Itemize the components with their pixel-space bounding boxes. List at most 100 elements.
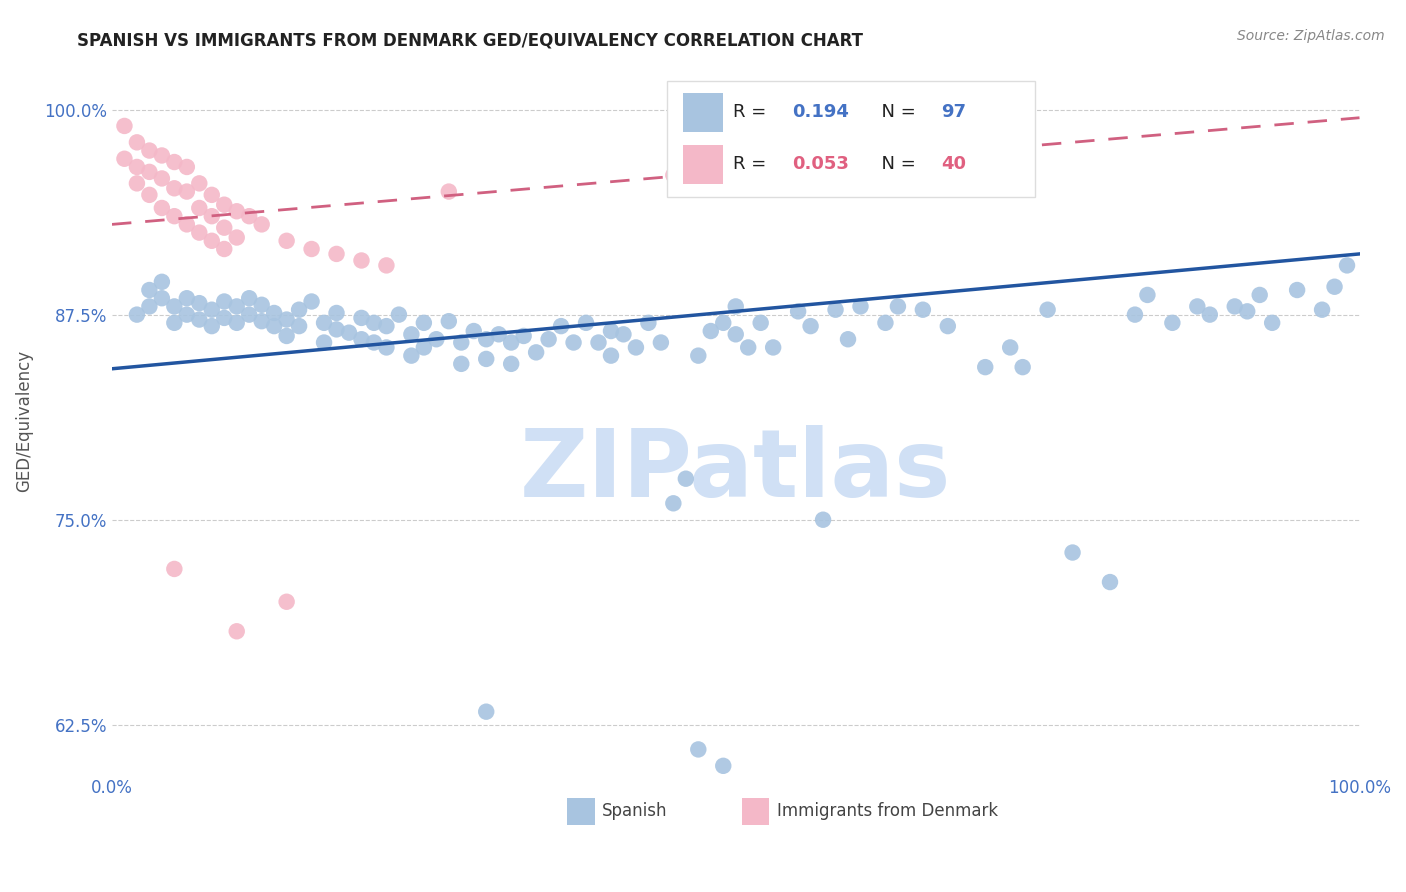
Point [138, 165, 160, 179]
Point [1249, 288, 1271, 302]
Point [288, 302, 311, 317]
Point [350, 332, 373, 346]
Point [238, 209, 260, 223]
Point [787, 304, 810, 318]
Point [201, 319, 224, 334]
Y-axis label: GED/Equivalency: GED/Equivalency [15, 351, 32, 492]
Point [114, 119, 136, 133]
Text: N =: N = [870, 155, 922, 173]
Point [276, 234, 298, 248]
Point [188, 226, 211, 240]
Point [176, 291, 198, 305]
Point [475, 332, 498, 346]
Point [238, 291, 260, 305]
Point [225, 204, 247, 219]
Text: N =: N = [870, 103, 922, 121]
Point [212, 197, 235, 211]
Point [824, 302, 846, 317]
Point [225, 300, 247, 314]
Point [1036, 302, 1059, 317]
Point [337, 326, 360, 340]
Point [475, 705, 498, 719]
Point [675, 472, 697, 486]
Point [163, 209, 186, 223]
Point [138, 144, 160, 158]
Point [1223, 300, 1246, 314]
Point [1323, 279, 1346, 293]
Point [301, 294, 323, 309]
Bar [567, 798, 595, 825]
Point [1062, 545, 1084, 559]
Point [600, 349, 623, 363]
Point [312, 316, 335, 330]
Point [737, 341, 759, 355]
Point [475, 351, 498, 366]
Point [388, 308, 411, 322]
Point [537, 332, 560, 346]
FancyBboxPatch shape [666, 80, 1035, 197]
Point [412, 316, 434, 330]
Point [612, 327, 634, 342]
Point [225, 624, 247, 639]
Point [325, 322, 347, 336]
Point [375, 259, 398, 273]
Point [624, 341, 647, 355]
Point [276, 312, 298, 326]
Point [936, 319, 959, 334]
Point [749, 316, 772, 330]
Point [176, 185, 198, 199]
Point [1286, 283, 1309, 297]
Point [250, 218, 273, 232]
Point [263, 319, 285, 334]
Point [188, 296, 211, 310]
Point [150, 291, 173, 305]
Point [437, 314, 460, 328]
Point [837, 332, 859, 346]
Point [662, 168, 685, 182]
Point [575, 316, 598, 330]
Point [163, 155, 186, 169]
Point [662, 496, 685, 510]
Point [350, 253, 373, 268]
Point [437, 185, 460, 199]
Point [1011, 360, 1033, 375]
Text: 0.053: 0.053 [792, 155, 849, 173]
Point [276, 329, 298, 343]
Point [212, 294, 235, 309]
Point [188, 177, 211, 191]
Point [401, 327, 423, 342]
Point [325, 306, 347, 320]
Point [363, 316, 385, 330]
Point [1161, 316, 1184, 330]
Point [711, 759, 734, 773]
Point [762, 341, 785, 355]
Point [800, 319, 823, 334]
Point [288, 319, 311, 334]
Point [512, 329, 534, 343]
Point [125, 177, 148, 191]
Point [1098, 575, 1121, 590]
Point [125, 136, 148, 150]
Point [375, 341, 398, 355]
Point [811, 513, 834, 527]
Point [501, 357, 523, 371]
Point [201, 209, 224, 223]
Point [163, 181, 186, 195]
Point [325, 247, 347, 261]
Point [163, 300, 186, 314]
Point [188, 201, 211, 215]
Text: Spanish: Spanish [602, 803, 668, 821]
Point [488, 327, 510, 342]
Point [700, 324, 723, 338]
Point [1123, 308, 1146, 322]
Point [125, 160, 148, 174]
Point [201, 234, 224, 248]
Point [176, 308, 198, 322]
Point [688, 742, 710, 756]
Point [201, 187, 224, 202]
Point [463, 324, 485, 338]
Text: 0.194: 0.194 [792, 103, 849, 121]
Text: R =: R = [734, 155, 772, 173]
Point [637, 316, 659, 330]
Point [875, 316, 897, 330]
